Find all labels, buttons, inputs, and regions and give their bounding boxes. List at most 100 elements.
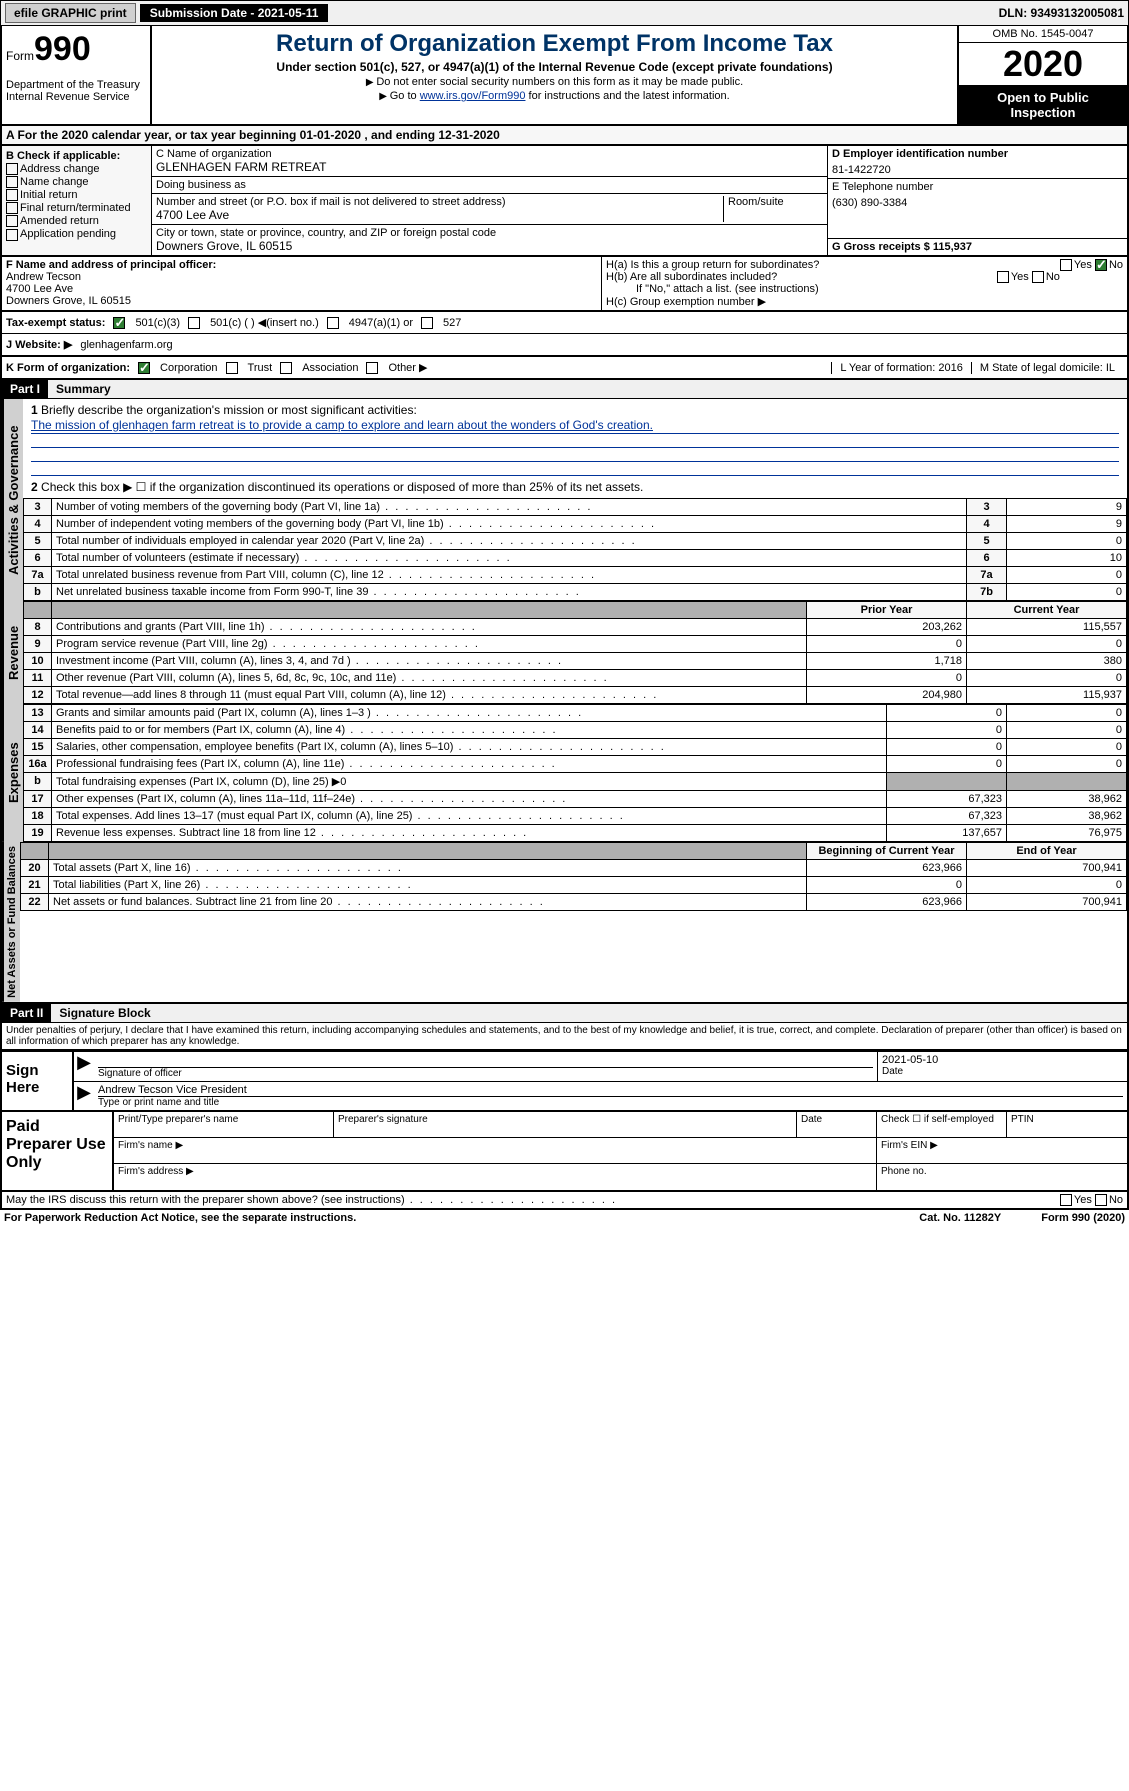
opt-4947: 4947(a)(1) or [349,317,413,329]
discuss-yes: Yes [1074,1194,1092,1206]
table-row: 9Program service revenue (Part VIII, lin… [24,636,1127,653]
preparer-date-label: Date [797,1112,877,1137]
cb-4947[interactable] [327,317,339,329]
form-footer: Form 990 (2020) [1041,1212,1125,1224]
website-label: J Website: ▶ [6,338,72,351]
k-org-row: K Form of organization: Corporation Trus… [0,357,1129,380]
discuss-no: No [1109,1194,1123,1206]
opt-corporation: Corporation [160,362,217,374]
signature-block: Sign Here ▶ Signature of officer 2021-05… [0,1051,1129,1112]
hc-label: H(c) Group exemption number ▶ [606,295,1123,308]
discuss-question: May the IRS discuss this return with the… [6,1194,617,1206]
efile-print-button[interactable]: efile GRAPHIC print [5,3,136,23]
cb-ha-yes[interactable] [1060,259,1072,271]
sign-here-label: Sign Here [2,1052,72,1110]
cb-corporation[interactable] [138,362,150,374]
mission-blank-1 [31,434,1119,448]
f-addr1: 4700 Lee Ave [6,283,597,295]
paid-preparer-block: Paid Preparer Use Only Print/Type prepar… [0,1112,1129,1192]
opt-501c3: 501(c)(3) [135,317,180,329]
cb-hb-yes[interactable] [997,271,1009,283]
cb-ha-no[interactable] [1095,259,1107,271]
footer-final: For Paperwork Reduction Act Notice, see … [0,1210,1129,1226]
line2-label: Check this box ▶ ☐ if the organization d… [41,480,643,494]
k-label: K Form of organization: [6,362,130,374]
firm-ein-label: Firm's EIN ▶ [877,1138,1127,1163]
perjury-statement: Under penalties of perjury, I declare th… [2,1023,1127,1049]
phone-label: E Telephone number [832,181,1123,193]
header-center: Return of Organization Exempt From Incom… [152,26,957,124]
paperwork-notice: For Paperwork Reduction Act Notice, see … [4,1212,356,1224]
table-row: 7aTotal unrelated business revenue from … [24,567,1127,584]
goto-pre: Go to [390,90,420,102]
table-row: 13Grants and similar amounts paid (Part … [24,705,1127,722]
firm-name-label: Firm's name ▶ [114,1138,877,1163]
ag-table: 3Number of voting members of the governi… [23,498,1127,601]
revenue-table: Prior YearCurrent Year8Contributions and… [23,601,1127,704]
signature-date-label: Date [882,1066,1123,1077]
cb-527[interactable] [421,317,433,329]
table-row: 14Benefits paid to or for members (Part … [24,722,1127,739]
cb-application-pending[interactable]: Application pending [6,228,147,240]
cb-other[interactable] [366,362,378,374]
firm-address-label: Firm's address ▶ [114,1164,877,1190]
part-ii-title: Signature Block [51,1004,158,1022]
col-b-title: B Check if applicable: [6,150,147,162]
cb-association[interactable] [280,362,292,374]
top-bar: efile GRAPHIC print Submission Date - 20… [0,0,1129,26]
yes-label2: Yes [1011,271,1029,283]
opt-527: 527 [443,317,461,329]
org-name-label: C Name of organization [156,148,823,160]
status-label: Tax-exempt status: [6,317,105,329]
cb-discuss-no[interactable] [1095,1194,1107,1206]
table-row: 5Total number of individuals employed in… [24,533,1127,550]
cb-trust[interactable] [226,362,238,374]
h-group-return: H(a) Is this a group return for subordin… [602,257,1127,310]
vtab-revenue: Revenue [2,601,23,704]
mission-blank-2 [31,448,1119,462]
table-row: 17Other expenses (Part IX, column (A), l… [24,791,1127,808]
col-d-ein-phone: D Employer identification number 81-1422… [827,146,1127,255]
check-self-employed[interactable]: Check ☐ if self-employed [877,1112,1007,1137]
cb-address-change[interactable]: Address change [6,163,147,175]
section-a-text: A For the 2020 calendar year, or tax yea… [6,128,500,142]
cb-amended-return[interactable]: Amended return [6,215,147,227]
dba-label: Doing business as [156,179,823,191]
vtab-net-assets: Net Assets or Fund Balances [2,842,20,1002]
table-row: 16aProfessional fundraising fees (Part I… [24,756,1127,773]
line1-label: Briefly describe the organization's miss… [41,403,417,417]
signature-date-value: 2021-05-10 [882,1054,1123,1066]
cb-initial-return[interactable]: Initial return [6,189,147,201]
cb-name-change[interactable]: Name change [6,176,147,188]
officer-signature-line[interactable] [98,1054,873,1068]
open-public: Open to Public Inspection [959,86,1127,124]
gross-receipts: G Gross receipts $ 115,937 [832,241,1123,253]
firm-phone-label: Phone no. [877,1164,1127,1190]
goto-post: for instructions and the latest informat… [525,90,729,102]
ptin-label: PTIN [1007,1112,1127,1137]
hb-label: H(b) Are all subordinates included? [606,271,777,283]
table-row: 3Number of voting members of the governi… [24,499,1127,516]
cb-final-return[interactable]: Final return/terminated [6,202,147,214]
ssn-note: Do not enter social security numbers on … [156,76,953,88]
sign-arrow-icon: ▶ [74,1052,94,1081]
table-row: 18Total expenses. Add lines 13–17 (must … [24,808,1127,825]
form-title: Return of Organization Exempt From Incom… [156,30,953,58]
f-name: Andrew Tecson [6,271,597,283]
expenses-table: 13Grants and similar amounts paid (Part … [23,704,1127,842]
cb-hb-no[interactable] [1032,271,1044,283]
part-ii-header: Part II [2,1004,51,1022]
phone-value: (630) 890-3384 [832,197,1123,209]
cb-501c[interactable] [188,317,200,329]
table-row: 12Total revenue—add lines 8 through 11 (… [24,687,1127,704]
part-i: Part I Summary Activities & Governance 1… [0,380,1129,1004]
yes-label: Yes [1074,259,1092,271]
header-right: OMB No. 1545-0047 2020 Open to Public In… [957,26,1127,124]
irs-link[interactable]: www.irs.gov/Form990 [420,90,526,102]
ein-value: 81-1422720 [832,164,1123,176]
room-label: Room/suite [728,196,823,208]
cb-501c3[interactable] [113,317,125,329]
cb-discuss-yes[interactable] [1060,1194,1072,1206]
submission-date: Submission Date - 2021-05-11 [140,4,329,22]
city-value: Downers Grove, IL 60515 [156,239,823,253]
